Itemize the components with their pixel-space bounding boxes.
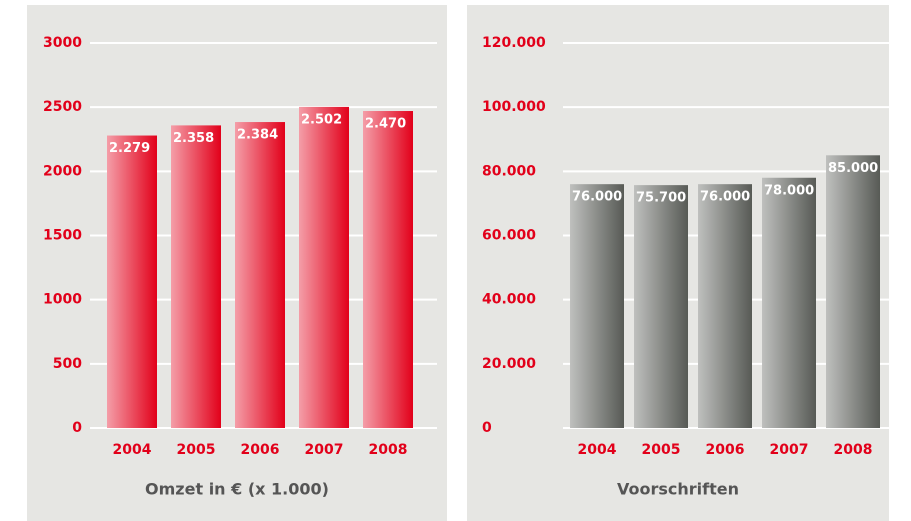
value-label: 76.000 bbox=[572, 190, 622, 205]
bar bbox=[698, 184, 752, 428]
x-tick-label: 2005 bbox=[642, 442, 681, 458]
value-label: 76.000 bbox=[700, 190, 750, 205]
bar bbox=[235, 122, 285, 428]
chart-title: Omzet in € (x 1.000) bbox=[145, 480, 329, 499]
bar bbox=[570, 184, 624, 428]
bar bbox=[826, 155, 880, 428]
x-tick-label: 2006 bbox=[706, 442, 745, 458]
x-tick-label: 2004 bbox=[113, 442, 152, 458]
x-tick-label: 2005 bbox=[177, 442, 216, 458]
value-label: 2.502 bbox=[301, 112, 342, 127]
value-label: 2.358 bbox=[173, 131, 214, 146]
y-tick-label: 2500 bbox=[43, 99, 82, 115]
value-label: 2.470 bbox=[365, 117, 406, 132]
y-tick-label: 0 bbox=[482, 420, 492, 436]
y-tick-label: 1500 bbox=[43, 228, 82, 244]
y-tick-label: 120.000 bbox=[482, 35, 546, 51]
x-tick-label: 2008 bbox=[369, 442, 408, 458]
value-label: 2.279 bbox=[109, 141, 150, 156]
y-tick-label: 80.000 bbox=[482, 163, 536, 179]
bar bbox=[107, 135, 157, 429]
chart-title: Voorschriften bbox=[617, 480, 739, 499]
bar bbox=[171, 125, 221, 428]
y-tick-label: 1000 bbox=[43, 292, 82, 308]
value-label: 2.384 bbox=[237, 128, 278, 143]
y-tick-label: 0 bbox=[72, 420, 82, 436]
y-tick-label: 100.000 bbox=[482, 99, 546, 115]
y-tick-label: 500 bbox=[53, 356, 82, 372]
x-tick-label: 2008 bbox=[834, 442, 873, 458]
bar bbox=[634, 185, 688, 428]
bar bbox=[299, 106, 349, 428]
value-label: 85.000 bbox=[828, 161, 878, 176]
y-tick-label: 20.000 bbox=[482, 356, 536, 372]
bar bbox=[363, 111, 413, 429]
value-label: 75.700 bbox=[636, 191, 686, 206]
bar bbox=[762, 177, 816, 428]
y-tick-label: 3000 bbox=[43, 35, 82, 51]
y-tick-label: 60.000 bbox=[482, 228, 536, 244]
value-label: 78.000 bbox=[764, 183, 814, 198]
x-tick-label: 2007 bbox=[770, 442, 809, 458]
x-tick-label: 2006 bbox=[241, 442, 280, 458]
x-tick-label: 2004 bbox=[578, 442, 617, 458]
y-tick-label: 2000 bbox=[43, 163, 82, 179]
y-tick-label: 40.000 bbox=[482, 292, 536, 308]
x-tick-label: 2007 bbox=[305, 442, 344, 458]
